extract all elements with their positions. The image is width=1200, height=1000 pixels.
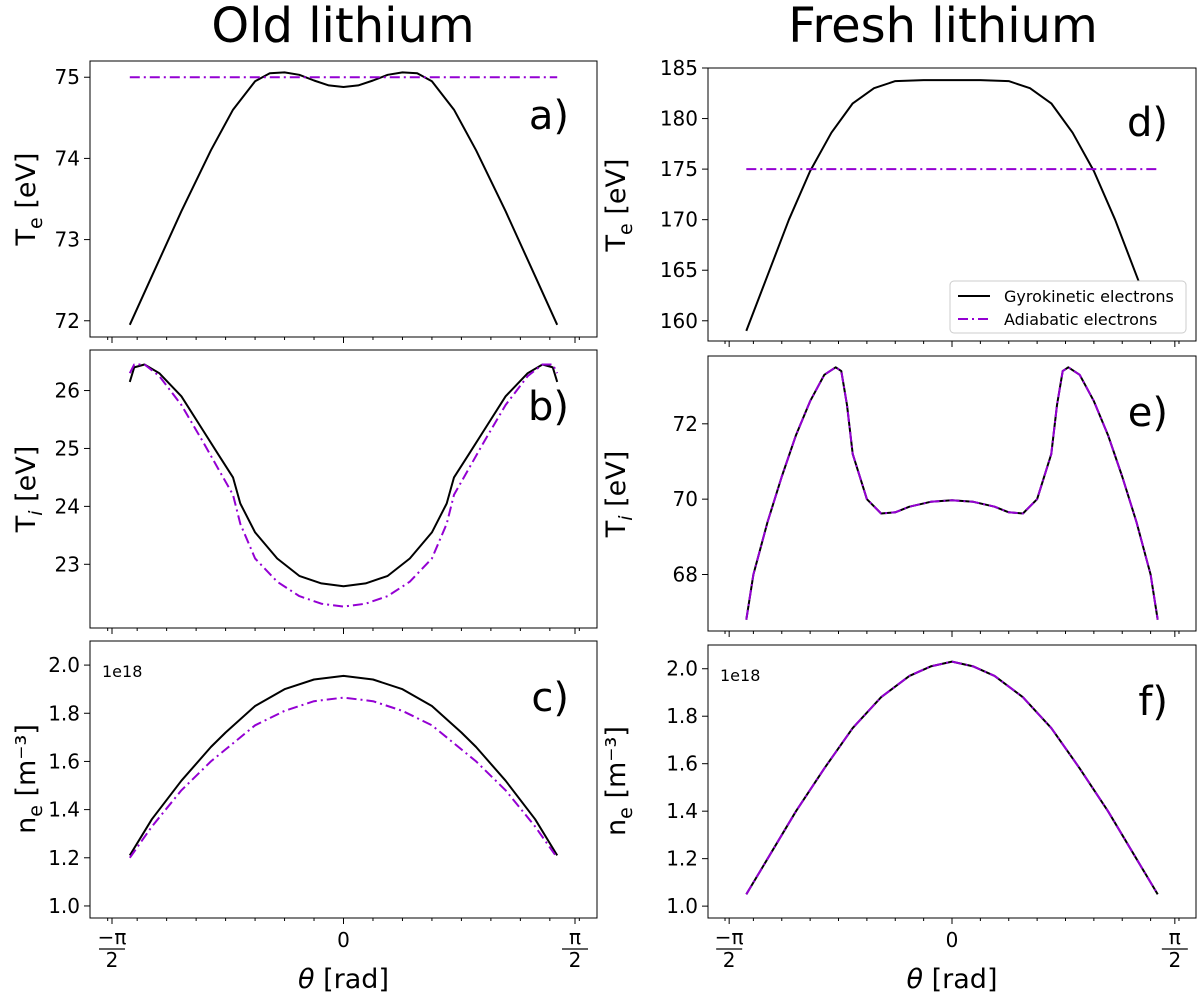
gyrokinetic-line-c <box>128 674 559 856</box>
plot-frame <box>707 355 1197 632</box>
y-tick-label: 1.6 <box>666 752 698 776</box>
y-tick-label: 1.8 <box>48 701 80 725</box>
y-tick-label: 73 <box>55 228 80 252</box>
y-tick-label: 75 <box>55 65 80 89</box>
x-tick-label-den: 2 <box>1168 948 1181 972</box>
x-tick-label-num: −π <box>98 925 127 949</box>
y-tick-label: 165 <box>660 258 698 282</box>
y-axis-label: Te [eV] <box>11 153 47 247</box>
y-axis-label: Ti [eV] <box>11 446 47 534</box>
y-axis-label: ne [m⁻³] <box>601 726 637 836</box>
panels-group: 72 73 74 75 Te [eV] a) 23 24 25 26 Ti [eV] b) 1.0 1.2… <box>11 56 1197 995</box>
offset-text: 1e18 <box>102 662 142 681</box>
panel-label: f) <box>1138 679 1168 725</box>
y-tick-label: 74 <box>55 146 80 170</box>
y-tick-label: 68 <box>673 562 698 586</box>
panel-label: a) <box>529 93 569 139</box>
y-axis-label: ne [m⁻³] <box>11 724 47 834</box>
x-tick-label-den: 2 <box>723 948 736 972</box>
gyrokinetic-line-d <box>745 79 1159 332</box>
y-tick-label: 160 <box>660 309 698 333</box>
panel-f: 1.01.21.41.61.82.0ne [m⁻³]f)1e18−π2π20θ … <box>601 644 1197 995</box>
x-tick-label-den: 2 <box>569 948 582 972</box>
adiabatic-line-c <box>128 696 559 859</box>
y-tick-label: 1.0 <box>666 894 698 918</box>
plot-frame <box>89 640 598 919</box>
y-tick-label: 2.0 <box>48 653 80 677</box>
x-tick-label-num: π <box>1169 925 1181 949</box>
adiabatic-line-b <box>128 363 559 608</box>
legend: Gyrokinetic electrons Adiabatic electrons <box>949 280 1187 334</box>
y-tick-label: 72 <box>55 309 80 333</box>
offset-text: 1e18 <box>720 666 760 685</box>
y-tick-label: 2.0 <box>666 657 698 681</box>
y-tick-label: 24 <box>55 494 80 518</box>
y-tick-label: 1.4 <box>48 798 80 822</box>
plot-frame <box>89 60 598 338</box>
panel-label: e) <box>1128 390 1168 436</box>
panel-e: 68 70 72 Ti [eV] e) <box>601 355 1197 637</box>
x-tick-label-zero: 0 <box>337 928 350 952</box>
panel-a: 72 73 74 75 Te [eV] a) <box>11 60 598 343</box>
x-tick-label-num: −π <box>715 925 744 949</box>
x-tick-label-num: π <box>569 925 581 949</box>
panel-label: c) <box>531 675 569 721</box>
y-tick-label: 180 <box>660 107 698 131</box>
y-tick-label: 170 <box>660 208 698 232</box>
y-tick-label: 26 <box>55 379 80 403</box>
gyrokinetic-line-a <box>128 71 559 326</box>
y-tick-label: 1.8 <box>666 704 698 728</box>
y-tick-label: 1.0 <box>48 894 80 918</box>
panel-b: 23 24 25 26 Ti [eV] b) <box>11 349 598 634</box>
adiabatic-line-e <box>745 366 1159 620</box>
gyrokinetic-line-b <box>128 363 559 588</box>
column-title-old: Old lithium <box>211 0 474 54</box>
y-tick-label: 23 <box>55 552 80 576</box>
panel-d: 160 165 170 175 180 185 Te [eV] d) Gyrokinetic e… <box>601 56 1197 347</box>
y-tick-label: 25 <box>55 436 80 460</box>
y-tick-label: 1.2 <box>666 847 698 871</box>
panel-label: b) <box>528 384 569 430</box>
panel-label: d) <box>1127 100 1168 146</box>
x-tick-label-zero: 0 <box>946 928 959 952</box>
adiabatic-line-f <box>745 660 1159 895</box>
y-tick-label: 70 <box>673 487 698 511</box>
x-axis-label: θ [rad] <box>907 964 998 995</box>
y-tick-label: 1.2 <box>48 846 80 870</box>
legend-box <box>949 280 1187 334</box>
gyrokinetic-line-f <box>745 660 1159 895</box>
y-tick-label: 72 <box>673 412 698 436</box>
y-tick-label: 1.6 <box>48 749 80 773</box>
panel-c: 1.01.21.41.61.82.0ne [m⁻³]c)1e18−π2π20θ … <box>11 640 598 995</box>
x-axis-label: θ [rad] <box>298 964 389 995</box>
y-axis-label: Te [eV] <box>601 159 637 253</box>
column-title-fresh: Fresh lithium <box>788 0 1097 54</box>
x-tick-label-den: 2 <box>106 948 119 972</box>
y-tick-label: 185 <box>660 56 698 80</box>
y-axis-label: Ti [eV] <box>601 451 637 539</box>
y-tick-label: 175 <box>660 157 698 181</box>
y-tick-label: 1.4 <box>666 799 698 823</box>
legend-label-gyrokinetic: Gyrokinetic electrons <box>1004 287 1174 306</box>
legend-label-adiabatic: Adiabatic electrons <box>1004 310 1157 329</box>
plot-frame <box>707 644 1197 919</box>
